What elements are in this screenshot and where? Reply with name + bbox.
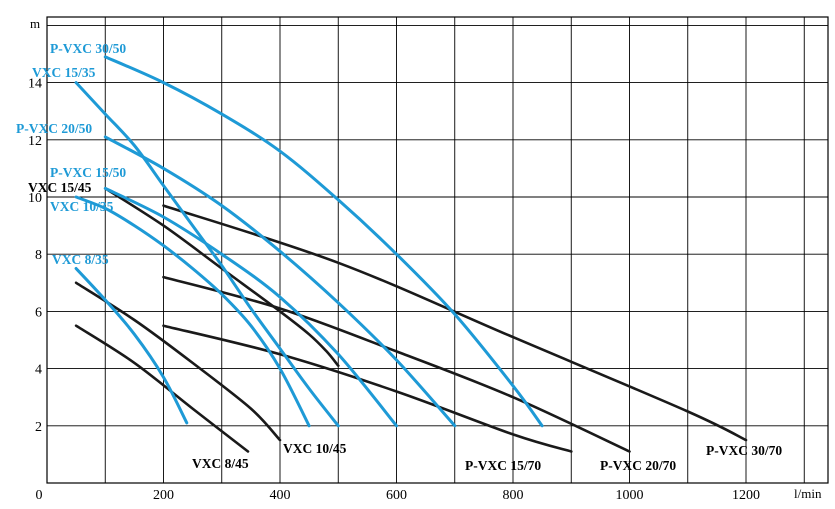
y-tick-label: 8: [35, 248, 42, 263]
series-label-p-vxc-30-70: P-VXC 30/70: [706, 443, 782, 458]
y-tick-label: 6: [35, 305, 42, 320]
x-tick-label: 1000: [616, 488, 644, 503]
curve-p-vxc-30-70: [162, 204, 748, 442]
series-label-vxc-15-45: VXC 15/45: [28, 180, 92, 195]
curve-vxc-15-45: [104, 187, 340, 367]
x-tick-label: 600: [386, 488, 407, 503]
series-label-vxc-10-35: VXC 10/35: [50, 199, 114, 214]
curve-vxc-10-35: [74, 195, 311, 428]
grid: [47, 17, 828, 483]
series-label-p-vxc-30-50: P-VXC 30/50: [50, 41, 126, 56]
x-tick-label: 800: [503, 488, 524, 503]
curve-vxc-8-45: [74, 324, 250, 453]
y-tick-label: 14: [28, 77, 42, 92]
y-tick-label: 4: [35, 363, 42, 378]
y-axis-label: m: [30, 16, 40, 31]
curve-p-vxc-20-70: [162, 275, 631, 453]
series-label-p-vxc-20-50: P-VXC 20/50: [16, 121, 92, 136]
plot-frame: [46, 16, 829, 484]
curve-p-vxc-15-70: [162, 324, 573, 453]
series-label-vxc-8-45: VXC 8/45: [192, 456, 249, 471]
curves: [74, 55, 748, 453]
x-tick-label: 400: [270, 488, 291, 503]
x-axis-label: l/min: [794, 486, 822, 501]
series-label-vxc-8-35: VXC 8/35: [52, 252, 109, 267]
series-label-p-vxc-20-70: P-VXC 20/70: [600, 458, 676, 473]
series-labels: P-VXC 30/50 VXC 15/35 P-VXC 20/50 P-VXC 15/…: [16, 41, 782, 473]
series-label-vxc-15-35: VXC 15/35: [32, 65, 96, 80]
y-tick-label: 2: [35, 420, 42, 435]
series-label-p-vxc-15-50: P-VXC 15/50: [50, 165, 126, 180]
curve-vxc-10-45: [74, 281, 282, 442]
curve-p-vxc-20-50: [103, 135, 457, 428]
series-label-p-vxc-15-70: P-VXC 15/70: [465, 458, 541, 473]
series-label-vxc-10-45: VXC 10/45: [283, 441, 347, 456]
curve-p-vxc-15-50: [103, 186, 398, 428]
x-tick-label: 200: [153, 488, 174, 503]
x-tick-label: 1200: [732, 488, 760, 503]
tick-labels: 0 200 400 600 800 1000 1200 2 4 6 8 10 12 14: [28, 77, 760, 503]
curve-p-vxc-30-50: [103, 55, 544, 428]
y-tick-label: 10: [28, 191, 42, 206]
curve-vxc-8-35: [74, 267, 189, 425]
y-tick-label: 12: [28, 134, 42, 149]
x-tick-label: 0: [36, 488, 43, 503]
